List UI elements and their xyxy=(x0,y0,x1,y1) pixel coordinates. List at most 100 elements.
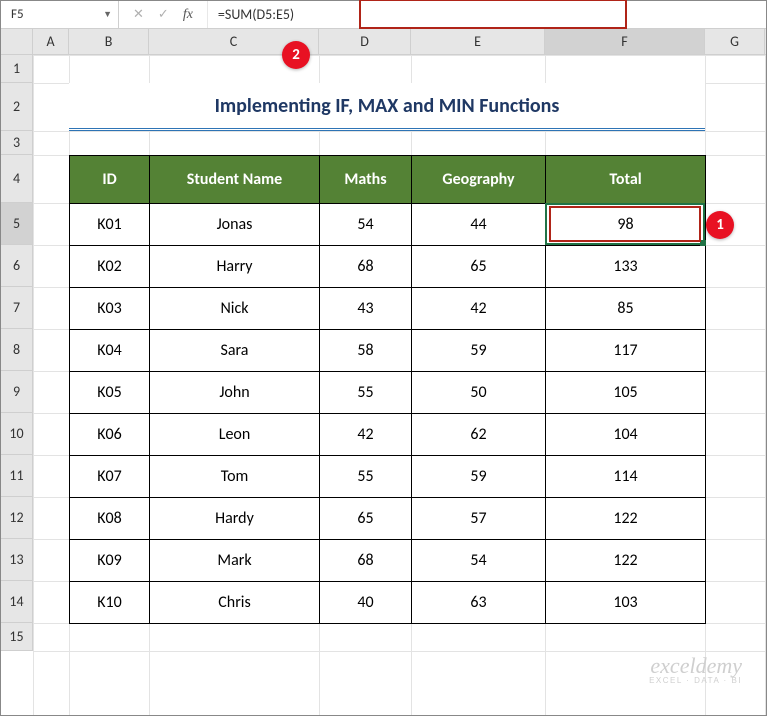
table-row: K06Leon4262104 xyxy=(70,414,706,456)
column-header-G[interactable]: G xyxy=(705,29,765,54)
table-row: K03Nick434285 xyxy=(70,288,706,330)
watermark: exceldemy EXCEL · DATA · BI xyxy=(649,655,742,685)
table-cell[interactable]: 42 xyxy=(412,288,546,330)
row-header-7[interactable]: 7 xyxy=(1,287,32,329)
table-cell[interactable]: 55 xyxy=(320,372,412,414)
column-header-D[interactable]: D xyxy=(319,29,411,54)
row-header-3[interactable]: 3 xyxy=(1,131,32,155)
name-box[interactable]: F5 ▼ xyxy=(1,1,119,28)
row-header-8[interactable]: 8 xyxy=(1,329,32,371)
table-cell[interactable]: K04 xyxy=(70,330,150,372)
table-cell[interactable]: 105 xyxy=(546,372,706,414)
table-cell[interactable]: 58 xyxy=(320,330,412,372)
table-cell[interactable]: 103 xyxy=(546,582,706,624)
page-title: Implementing IF, MAX and MIN Functions xyxy=(69,83,705,131)
table-row: K07Tom5559114 xyxy=(70,456,706,498)
column-header-B[interactable]: B xyxy=(69,29,149,54)
row-header-14[interactable]: 14 xyxy=(1,581,32,623)
table-cell[interactable]: K10 xyxy=(70,582,150,624)
table-cell[interactable]: 42 xyxy=(320,414,412,456)
table-row: K01Jonas544498 xyxy=(70,204,706,246)
formula-bar-buttons: ✕ ✓ fx xyxy=(119,7,207,23)
table-cell[interactable]: Hardy xyxy=(150,498,320,540)
table-cell[interactable]: 50 xyxy=(412,372,546,414)
table-cell[interactable]: K01 xyxy=(70,204,150,246)
table-cell[interactable]: 54 xyxy=(320,204,412,246)
table-cell[interactable]: 122 xyxy=(546,540,706,582)
table-cell[interactable]: Sara xyxy=(150,330,320,372)
table-cell[interactable]: John xyxy=(150,372,320,414)
table-cell[interactable]: 98 xyxy=(546,204,706,246)
table-row: K10Chris4063103 xyxy=(70,582,706,624)
table-cell[interactable]: Nick xyxy=(150,288,320,330)
table-cell[interactable]: 104 xyxy=(546,414,706,456)
column-header-F[interactable]: F xyxy=(545,29,705,54)
callout-1: 1 xyxy=(706,211,734,239)
formula-input[interactable]: =SUM(D5:E5) xyxy=(207,1,766,28)
watermark-line2: EXCEL · DATA · BI xyxy=(649,677,742,685)
row-header-6[interactable]: 6 xyxy=(1,245,32,287)
row-header-10[interactable]: 10 xyxy=(1,413,32,455)
table-cell[interactable]: K05 xyxy=(70,372,150,414)
table-row: K04Sara5859117 xyxy=(70,330,706,372)
name-box-value: F5 xyxy=(11,7,24,22)
column-headers: ABCDEFG xyxy=(33,29,766,55)
table-cell[interactable]: 59 xyxy=(412,330,546,372)
select-all-corner[interactable] xyxy=(1,29,33,55)
accept-icon[interactable]: ✓ xyxy=(158,7,169,22)
table-cell[interactable]: 122 xyxy=(546,498,706,540)
formula-text: =SUM(D5:E5) xyxy=(218,6,294,23)
table-cell[interactable]: K06 xyxy=(70,414,150,456)
column-header-E[interactable]: E xyxy=(411,29,545,54)
table-cell[interactable]: 44 xyxy=(412,204,546,246)
table-cell[interactable]: Leon xyxy=(150,414,320,456)
row-header-2[interactable]: 2 xyxy=(1,83,32,131)
cell-area[interactable]: Implementing IF, MAX and MIN Functions ID… xyxy=(33,55,766,715)
table-cell[interactable]: Chris xyxy=(150,582,320,624)
column-header-A[interactable]: A xyxy=(33,29,69,54)
row-headers: 123456789101112131415 xyxy=(1,55,33,651)
table-cell[interactable]: Mark xyxy=(150,540,320,582)
table-cell[interactable]: Tom xyxy=(150,456,320,498)
table-cell[interactable]: K08 xyxy=(70,498,150,540)
row-header-11[interactable]: 11 xyxy=(1,455,32,497)
row-header-13[interactable]: 13 xyxy=(1,539,32,581)
table-cell[interactable]: 117 xyxy=(546,330,706,372)
table-cell[interactable]: Jonas xyxy=(150,204,320,246)
table-cell[interactable]: 65 xyxy=(320,498,412,540)
row-header-1[interactable]: 1 xyxy=(1,55,32,83)
table-cell[interactable]: K02 xyxy=(70,246,150,288)
table-row: K08Hardy6557122 xyxy=(70,498,706,540)
table-cell[interactable]: 68 xyxy=(320,246,412,288)
table-cell[interactable]: 62 xyxy=(412,414,546,456)
row-header-15[interactable]: 15 xyxy=(1,623,32,651)
table-cell[interactable]: 114 xyxy=(546,456,706,498)
data-table: IDStudent NameMathsGeographyTotalK01Jona… xyxy=(69,155,706,624)
table-cell[interactable]: 133 xyxy=(546,246,706,288)
table-cell[interactable]: 54 xyxy=(412,540,546,582)
table-cell[interactable]: 57 xyxy=(412,498,546,540)
table-cell[interactable]: K09 xyxy=(70,540,150,582)
table-cell[interactable]: 85 xyxy=(546,288,706,330)
spreadsheet-grid: 123456789101112131415 ABCDEFG Implementi… xyxy=(1,29,766,715)
table-cell[interactable]: K03 xyxy=(70,288,150,330)
formula-bar: F5 ▼ ✕ ✓ fx =SUM(D5:E5) xyxy=(1,1,766,29)
cancel-icon[interactable]: ✕ xyxy=(133,7,144,22)
callout-2: 2 xyxy=(282,41,310,69)
row-header-5[interactable]: 5 xyxy=(1,203,32,245)
table-cell[interactable]: 43 xyxy=(320,288,412,330)
table-header: Student Name xyxy=(150,156,320,204)
table-cell[interactable]: K07 xyxy=(70,456,150,498)
table-cell[interactable]: 63 xyxy=(412,582,546,624)
table-cell[interactable]: 59 xyxy=(412,456,546,498)
chevron-down-icon[interactable]: ▼ xyxy=(103,9,112,20)
table-cell[interactable]: Harry xyxy=(150,246,320,288)
table-cell[interactable]: 65 xyxy=(412,246,546,288)
table-cell[interactable]: 55 xyxy=(320,456,412,498)
table-cell[interactable]: 68 xyxy=(320,540,412,582)
row-header-9[interactable]: 9 xyxy=(1,371,32,413)
row-header-4[interactable]: 4 xyxy=(1,155,32,203)
row-header-12[interactable]: 12 xyxy=(1,497,32,539)
table-cell[interactable]: 40 xyxy=(320,582,412,624)
fx-icon[interactable]: fx xyxy=(183,7,193,23)
